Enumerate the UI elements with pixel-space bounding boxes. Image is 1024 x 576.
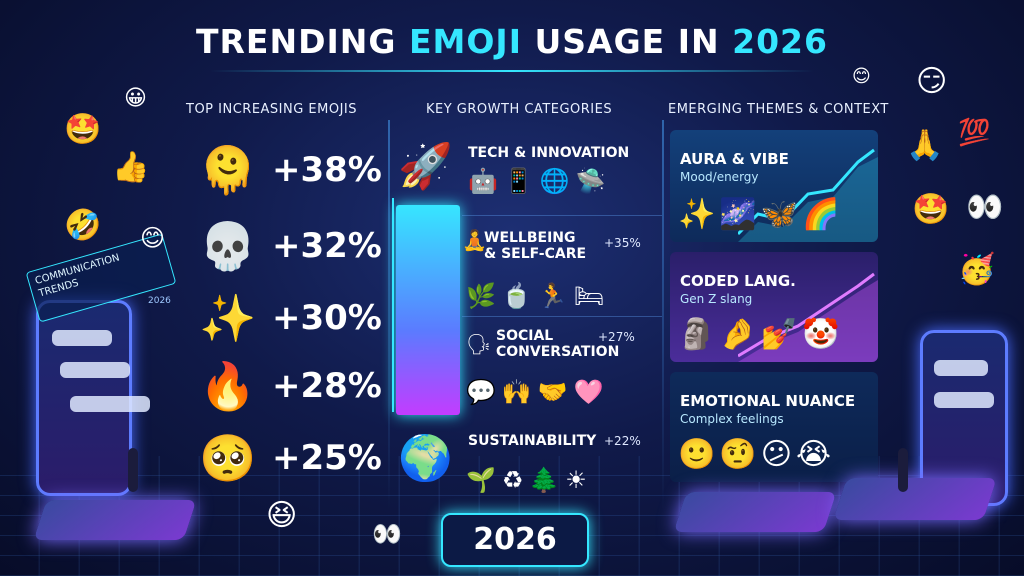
tag-year: 2026 <box>148 296 171 306</box>
category-icons: 🤖📱🌐🛸 <box>468 167 612 195</box>
chat-bubble <box>934 360 988 376</box>
star-struck-icon: 🤩 <box>912 192 950 227</box>
theme-title: AURA & VIBE <box>680 150 789 168</box>
theme-subtitle: Gen Z slang <box>680 292 753 306</box>
column-divider <box>662 120 664 510</box>
growth-bar <box>396 205 460 415</box>
holo-platform <box>33 500 197 540</box>
theme-title: CODED LANG. <box>680 272 796 290</box>
smile-icon: 😊 <box>852 66 871 87</box>
column-divider <box>388 120 390 510</box>
pleading-face-icon: 🥺 <box>199 431 257 485</box>
emoji-row: 🔥 +28% <box>196 356 386 416</box>
column-header-themes: EMERGING THEMES & CONTEXT <box>668 102 889 117</box>
category-percent: +35% <box>604 236 641 250</box>
category-wellbeing: WELLBEING & SELF-CARE <box>484 230 674 262</box>
eyes-icon: 👀 <box>372 520 402 548</box>
trend-arrow-icon <box>738 148 878 242</box>
theme-panel-emotional-nuance: EMOTIONAL NUANCE Complex feelings 🙂🤨😕😭 <box>670 372 878 482</box>
year-badge: 2026 <box>441 513 589 567</box>
category-name-line2: CONVERSATION <box>496 344 620 360</box>
category-sustainability: SUSTAINABILITY <box>468 433 658 449</box>
category-social: SOCIAL CONVERSATION <box>496 328 686 360</box>
category-percent: +22% <box>604 434 641 448</box>
theme-panel-coded-language: CODED LANG. Gen Z slang 🗿🤌💅🤡 <box>670 252 878 362</box>
column-header-top-emojis: TOP INCREASING EMOJIS <box>186 102 358 117</box>
trend-arrow-icon <box>738 272 878 362</box>
category-percent: +27% <box>598 330 635 344</box>
eyes-icon: 👀 <box>966 190 1004 225</box>
separator <box>462 215 662 216</box>
title-year: 2026 <box>732 22 828 61</box>
emoji-row: 🫠 +38% <box>196 140 386 200</box>
folded-hands-icon: 🙏 <box>906 128 944 163</box>
category-name: SOCIAL <box>496 328 554 344</box>
category-icons: 🌱♻🌲☀ <box>466 466 593 494</box>
theme-icons: 🗿🤌💅🤡 <box>678 317 844 352</box>
sparkles-icon: ✨ <box>199 291 257 345</box>
grinning-squint-icon: 😆 <box>266 498 298 533</box>
theme-subtitle: Complex feelings <box>680 412 784 426</box>
emoji-percent: +25% <box>272 438 382 478</box>
emoji-percent: +30% <box>272 298 382 338</box>
category-name: TECH & INNOVATION <box>468 145 630 161</box>
laughing-icon: 🤣 <box>64 208 102 243</box>
category-tech: TECH & INNOVATION 🤖📱🌐🛸 <box>468 145 658 195</box>
title-word-usage: USAGE IN <box>534 22 720 61</box>
smirk-icon: 😏 <box>916 64 948 99</box>
person-silhouette <box>898 448 908 492</box>
category-name: SUSTAINABILITY <box>468 433 597 449</box>
category-name: WELLBEING <box>484 230 576 246</box>
meditation-icon: 🧘 <box>462 228 487 252</box>
chat-bubble <box>52 330 112 346</box>
chat-bubble <box>70 396 150 412</box>
smile-icon: 😊 <box>140 224 166 252</box>
rocket-icon: 🚀 <box>398 141 453 192</box>
category-icons: 🌿🍵🏃🛏 <box>466 282 611 310</box>
emoji-percent: +38% <box>272 150 382 190</box>
theme-subtitle: Mood/energy <box>680 170 759 184</box>
emoji-percent: +32% <box>272 226 382 266</box>
theme-title: EMOTIONAL NUANCE <box>680 392 856 410</box>
hundred-points-icon: 💯 <box>958 118 991 148</box>
thumbs-up-icon: 👍 <box>112 150 150 185</box>
emoji-percent: +28% <box>272 366 382 406</box>
column-header-growth-categories: KEY GROWTH CATEGORIES <box>426 102 613 117</box>
emoji-row: ✨ +30% <box>196 288 386 348</box>
category-name-line2: & SELF-CARE <box>484 246 587 262</box>
theme-panel-aura: AURA & VIBE Mood/energy ✨🌌🦋🌈 <box>670 130 878 242</box>
page-title: TRENDING EMOJI USAGE IN 2026 <box>0 22 1024 61</box>
fire-icon: 🔥 <box>199 359 257 413</box>
theme-icons: 🙂🤨😕😭 <box>678 437 836 472</box>
theme-icons: ✨🌌🦋🌈 <box>678 197 844 232</box>
party-face-icon: 🥳 <box>958 252 996 287</box>
chat-bubble <box>60 362 130 378</box>
title-word-emoji: EMOJI <box>408 22 522 61</box>
globe-icon: 🌍 <box>398 433 453 484</box>
skull-icon: 💀 <box>199 219 257 273</box>
emoji-row: 💀 +32% <box>196 216 386 276</box>
speaking-head-icon: 🗣 <box>466 332 492 356</box>
separator <box>462 316 662 317</box>
category-icons: 💬🙌🤝🩷 <box>466 378 610 406</box>
holo-platform <box>833 478 997 520</box>
title-underline <box>210 70 814 72</box>
growth-axis <box>392 198 402 412</box>
title-word-trending: TRENDING <box>196 22 397 61</box>
emoji-row: 🥺 +25% <box>196 428 386 488</box>
star-eyes-icon: 🤩 <box>64 112 102 147</box>
melting-face-icon: 🫠 <box>199 143 257 197</box>
chat-bubble <box>934 392 994 408</box>
holo-platform <box>673 492 837 532</box>
grin-icon: 😀 <box>124 86 147 111</box>
person-silhouette <box>128 448 138 492</box>
